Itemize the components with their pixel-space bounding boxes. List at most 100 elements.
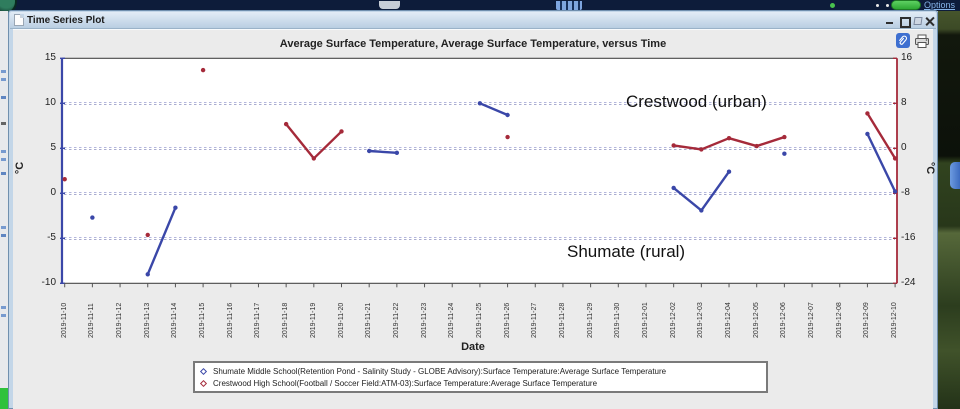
x-axis-tick-label: 2019-11-27 <box>531 302 539 338</box>
data-point <box>671 143 676 148</box>
data-point <box>394 150 400 155</box>
chart-legend: Shumate Middle School(Retention Pond - S… <box>193 361 768 393</box>
x-axis-tick-label: 2019-12-02 <box>669 302 677 338</box>
data-point <box>699 147 704 152</box>
legend-item: Shumate Middle School(Retention Pond - S… <box>199 365 760 377</box>
background-fragment <box>1 226 6 229</box>
status-dot-icon <box>830 3 835 8</box>
y-axis-left-unit: °C <box>14 161 27 175</box>
x-axis-tick-label: 2019-11-10 <box>60 302 68 338</box>
x-axis-title: Date <box>461 341 485 353</box>
printer-icon[interactable] <box>914 34 930 49</box>
x-axis-tick-label: 2019-12-08 <box>835 302 843 338</box>
data-point <box>782 151 787 156</box>
window-title: Time Series Plot <box>27 15 105 26</box>
x-axis-tick-label: 2019-11-18 <box>282 302 290 338</box>
x-axis-tick-label: 2019-12-10 <box>891 302 899 338</box>
data-point <box>311 156 317 161</box>
series-line <box>866 112 897 160</box>
data-point <box>366 148 372 154</box>
x-axis-tick-label: 2019-11-25 <box>475 302 483 338</box>
x-axis-tick-label: 2019-11-14 <box>171 302 179 338</box>
y-axis-tick-label-left: 15 <box>44 52 56 64</box>
annotation-crestwood: Crestwood (urban) <box>626 92 767 111</box>
x-axis-tick-label: 2019-12-06 <box>780 302 788 338</box>
background-fragment <box>1 234 6 237</box>
background-fragment <box>1 78 6 81</box>
x-axis-tick-label: 2019-12-04 <box>725 302 733 338</box>
y-axis-tick-label-right: 0 <box>901 142 907 154</box>
data-point <box>726 169 732 174</box>
y-axis-right-unit: °C <box>924 161 937 175</box>
data-point <box>145 272 150 277</box>
legend-label: Crestwood High School(Football / Soccer … <box>213 378 598 388</box>
data-point <box>782 134 787 140</box>
detach-button[interactable] <box>912 16 922 27</box>
x-axis-tick-label: 2019-11-15 <box>199 302 207 338</box>
paperclip-icon[interactable] <box>896 33 910 48</box>
x-axis-tick-label: 2019-11-23 <box>420 302 428 338</box>
background-fragment <box>1 306 6 309</box>
x-axis-tick-label: 2019-11-30 <box>614 302 622 338</box>
data-point <box>892 189 898 194</box>
x-axis-tick-label: 2019-12-01 <box>641 302 649 338</box>
background-fragment <box>1 122 6 125</box>
series-line <box>367 149 399 155</box>
minimize-button[interactable] <box>885 16 895 27</box>
x-axis-tick-label: 2019-11-28 <box>558 302 566 338</box>
y-axis-tick-label-left: 10 <box>44 97 56 109</box>
series-line <box>866 132 897 193</box>
map-side-tab[interactable] <box>950 162 960 189</box>
data-point <box>505 134 510 140</box>
background-fragment <box>1 158 6 161</box>
data-point <box>671 185 676 191</box>
x-axis-tick-label: 2019-11-16 <box>226 302 234 338</box>
chart-grid-icon <box>556 1 582 10</box>
series-line <box>478 102 509 117</box>
y-axis-tick-label-left: 5 <box>50 142 56 154</box>
browser-top-bar <box>0 0 960 11</box>
background-fragment <box>1 96 6 99</box>
data-point <box>892 156 898 161</box>
document-icon <box>14 14 24 26</box>
window-titlebar[interactable]: Time Series Plot <box>10 12 936 29</box>
series-line <box>146 206 177 276</box>
options-link[interactable]: Options <box>924 0 956 10</box>
x-axis-tick-label: 2019-11-17 <box>254 302 262 338</box>
x-axis-tick-label: 2019-11-11 <box>88 303 96 338</box>
chart-title: Average Surface Temperature, Average Sur… <box>279 38 667 50</box>
x-axis-tick-label: 2019-11-12 <box>116 302 124 338</box>
y-axis-tick-label-right: -8 <box>901 187 910 199</box>
x-axis-tick-label: 2019-11-22 <box>392 302 400 338</box>
y-axis-tick-label-right: 8 <box>901 97 907 109</box>
legend-diamond-icon <box>199 379 208 387</box>
legend-diamond-icon <box>199 367 208 375</box>
x-axis-tick-label: 2019-11-24 <box>448 302 456 338</box>
x-axis-tick-label: 2019-11-21 <box>365 302 373 338</box>
x-axis-tick-label: 2019-12-09 <box>863 302 871 338</box>
dot-icon <box>886 4 889 7</box>
x-axis-tick-label: 2019-11-26 <box>503 302 511 338</box>
y-axis-tick-label-left: -5 <box>47 232 56 244</box>
data-point <box>477 101 483 106</box>
data-point <box>505 112 510 118</box>
green-toggle-button[interactable] <box>891 0 921 10</box>
y-axis-tick-label-left: 0 <box>50 187 56 199</box>
close-button[interactable] <box>925 16 935 27</box>
y-axis-tick-label-right: 16 <box>901 52 913 64</box>
background-fragment <box>1 150 6 153</box>
background-left-edge <box>0 11 8 409</box>
x-axis-tick-label: 2019-11-20 <box>337 302 345 338</box>
x-axis-tick-label: 2019-12-05 <box>752 302 760 338</box>
y-axis-tick-label-right: -16 <box>901 232 916 244</box>
maximize-button[interactable] <box>899 16 911 28</box>
y-axis-tick-label-left: -10 <box>41 277 56 289</box>
background-green-block <box>0 388 8 409</box>
data-point <box>754 143 759 149</box>
data-point <box>283 121 289 127</box>
plot-area <box>60 56 898 292</box>
data-point <box>865 131 870 137</box>
toolbar-icon <box>379 1 400 9</box>
plot-background <box>62 58 897 284</box>
x-axis-tick-label: 2019-12-03 <box>697 302 705 338</box>
